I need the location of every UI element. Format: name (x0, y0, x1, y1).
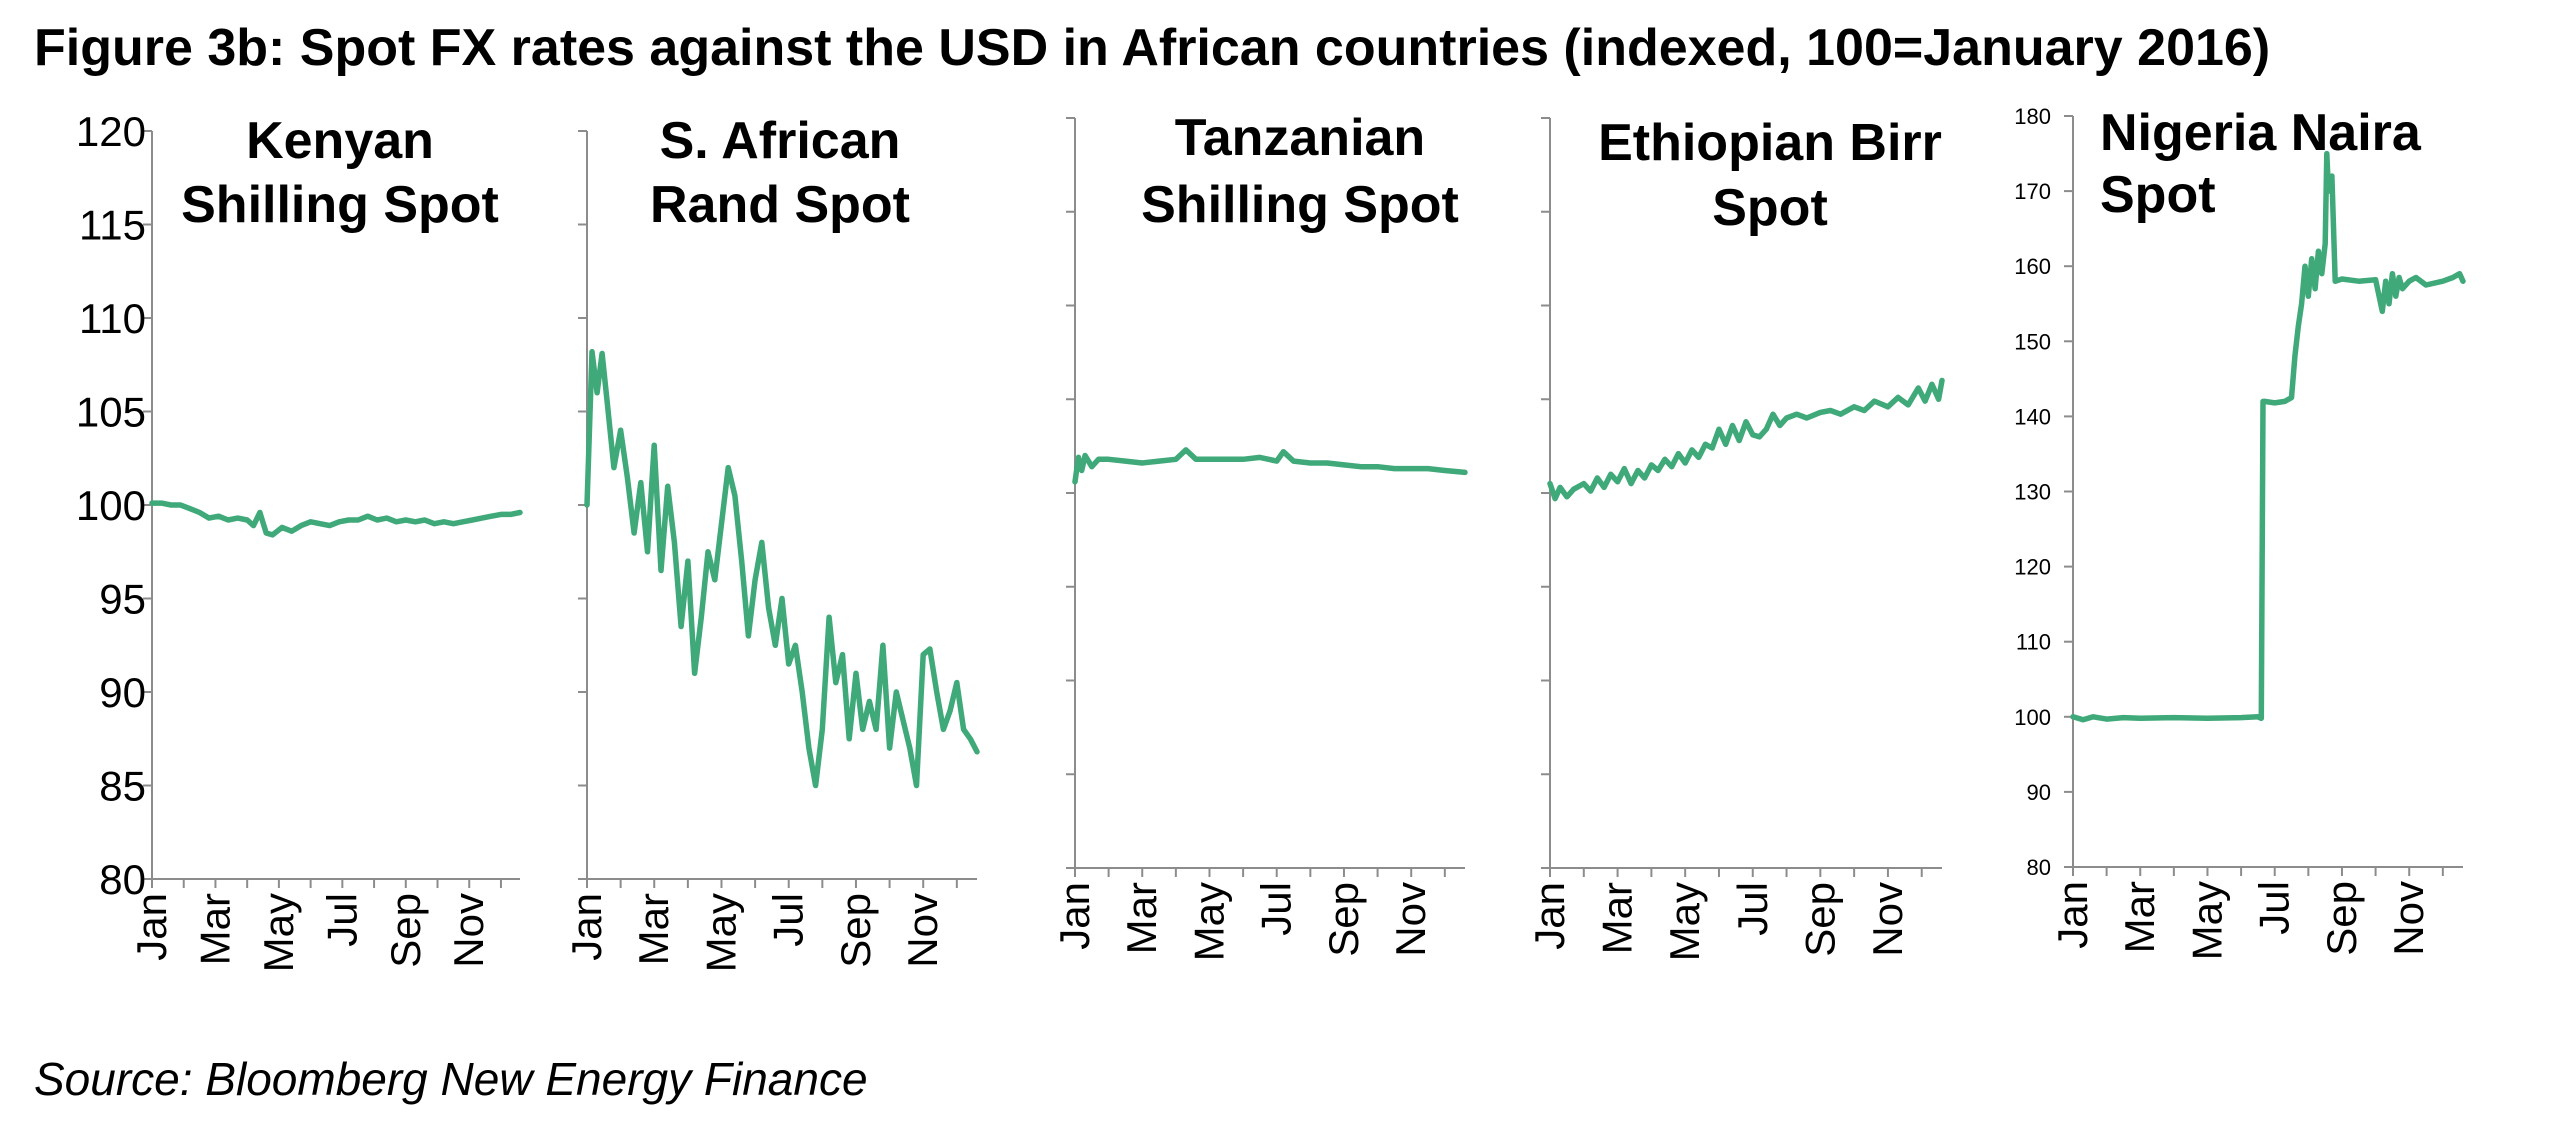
y-tick-label: 150 (2014, 329, 2051, 354)
figure-source: Source: Bloomberg New Energy Finance (34, 1053, 868, 1105)
x-tick-label: Mar (191, 893, 238, 965)
panel-3: Jan Mar May Jul Sep Nov Tanzanian Shilling Spot (1051, 109, 1468, 961)
y-tick-label: 90 (2027, 780, 2051, 805)
x-tick-label: Sep (1796, 882, 1843, 957)
x-tick-label: Jul (2251, 881, 2298, 935)
x-tick-label: Nov (445, 893, 492, 968)
panel-title-line: S. African (660, 112, 901, 170)
figure-title: Figure 3b: Spot FX rates against the USD… (34, 19, 2271, 77)
y-tick-label: 120 (76, 108, 146, 155)
x-tick-label: Jan (1526, 882, 1573, 950)
x-tick-label: May (255, 893, 302, 972)
x-tick-label: Mar (1118, 882, 1165, 954)
x-tick-label: Nov (1387, 882, 1434, 957)
y-tick-label: 140 (2014, 404, 2051, 429)
x-tick-label: Sep (1320, 882, 1367, 957)
y-tick-label: 80 (2027, 855, 2051, 880)
panel-title-line: Ethiopian Birr (1598, 114, 1942, 172)
x-tick-label: Jan (128, 893, 175, 961)
series-line-3 (1072, 447, 1468, 485)
y-tick-label: 115 (79, 202, 146, 249)
x-tick-label: Nov (2385, 881, 2432, 956)
x-tick-label: Mar (630, 893, 677, 965)
series-line-1 (149, 500, 523, 538)
y-tick-label: 95 (99, 576, 146, 623)
y-tick-label: 105 (76, 389, 146, 436)
x-tick-label: Mar (1594, 882, 1641, 954)
panel-2: Jan Mar May Jul Sep Nov S. African Rand Spot (563, 112, 980, 972)
y-tick-label: 160 (2014, 254, 2051, 279)
panel-title-line: Rand Spot (650, 176, 910, 234)
panel-title-line: Nigeria Naira (2100, 104, 2422, 162)
x-tick-label: May (697, 893, 744, 972)
x-tick-label: Nov (1864, 882, 1911, 957)
y-tick-label: 110 (79, 295, 146, 342)
x-tick-label: Jul (318, 893, 365, 947)
x-tick-label: Sep (2318, 881, 2365, 956)
x-tick-label: May (1185, 882, 1232, 961)
y-tick-label: 80 (99, 856, 146, 903)
x-tick-label: May (2183, 881, 2230, 960)
x-tick-label: Nov (899, 893, 946, 968)
x-tick-label: Jul (1729, 882, 1776, 936)
x-tick-label: Jan (1051, 882, 1098, 950)
y-tick-label: 100 (76, 482, 146, 529)
x-tick-label: Jan (563, 893, 610, 961)
panel-title-line: Shilling Spot (181, 176, 499, 234)
y-tick-label: 110 (2016, 630, 2051, 655)
y-tick-label: 180 (2014, 104, 2051, 129)
x-tick-label: Jan (2049, 881, 2096, 949)
panel-title-line: Tanzanian (1175, 109, 1425, 167)
y-tick-label: 100 (2014, 705, 2051, 730)
x-tick-label: Jul (1253, 882, 1300, 936)
panel-title-line: Shilling Spot (1141, 176, 1459, 234)
y-tick-label: 130 (2014, 480, 2051, 505)
panel-1: 80 85 90 95 100 105 110 115 120 Jan Mar May Jul Sep No… (76, 108, 523, 972)
x-tick-label: Sep (832, 893, 879, 968)
panel-5: 80 90 100 110 120 130 140 150 160 170 180 Jan Mar May… (2014, 104, 2466, 960)
panel-4: Jan Mar May Jul Sep Nov Ethiopian Birr Spot (1526, 114, 1945, 961)
panel-title-line: Spot (1712, 179, 1828, 237)
y-tick-label: 90 (99, 669, 146, 716)
series-line-4 (1547, 377, 1945, 502)
y-tick-label: 120 (2014, 555, 2051, 580)
y-tick-label: 85 (99, 763, 146, 810)
x-tick-label: May (1661, 882, 1708, 961)
panel-title-line: Spot (2100, 166, 2216, 224)
series-line-5 (2070, 150, 2466, 723)
panel-title-line: Kenyan (246, 112, 434, 170)
series-line-2 (584, 348, 980, 789)
x-tick-label: Sep (382, 893, 429, 968)
x-tick-label: Mar (2116, 881, 2163, 953)
x-tick-label: Jul (765, 893, 812, 947)
y-tick-label: 170 (2014, 179, 2051, 204)
